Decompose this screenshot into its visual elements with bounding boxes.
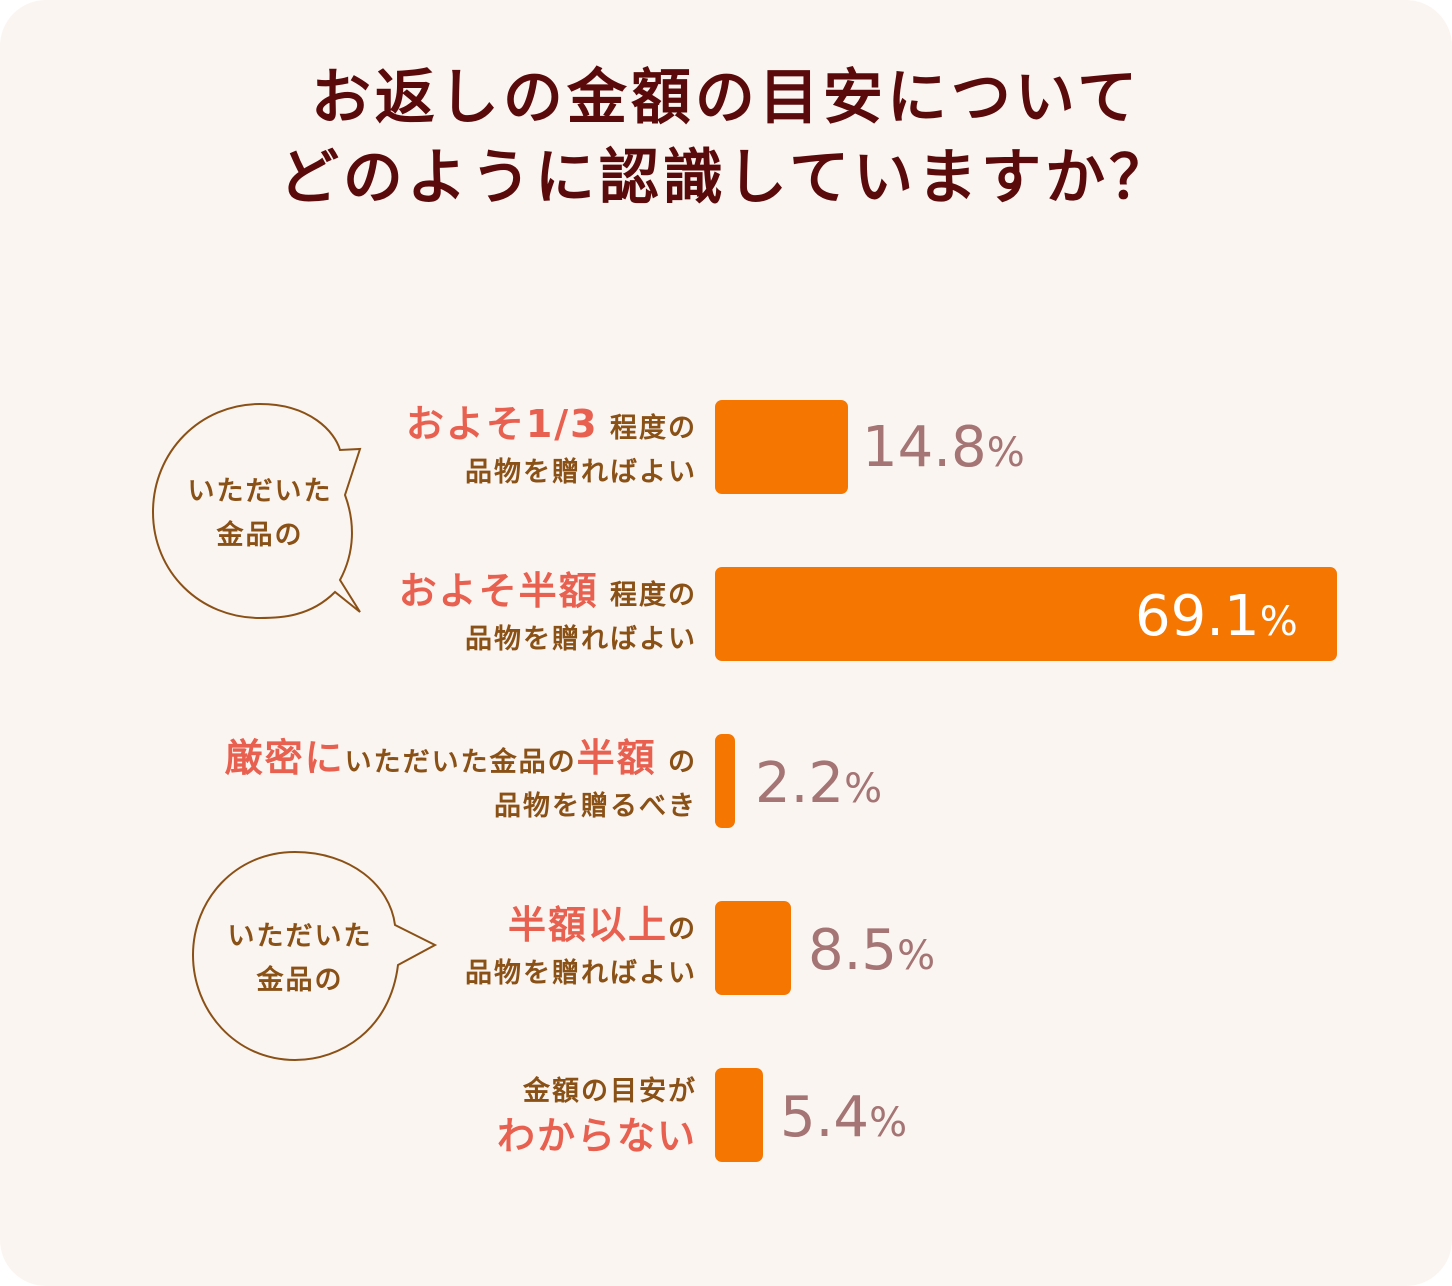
bar-2 [715,567,1337,661]
speech-bubble-1 [151,402,362,620]
chart-title: お返しの金額の目安について どのように認識していますか？ [0,58,1452,218]
bubble-2-text: いただいた 金品の [227,921,373,996]
row-1-label: およそ1/3 程度の 品物を贈ればよい [405,402,697,488]
row-2-label: およそ半額 程度の 品物を贈ればよい [398,569,697,655]
row-2-value: 69.1% [1135,584,1298,649]
bar-1 [715,400,848,494]
row-1-value: 14.8% [862,415,1025,480]
row-5-value: 5.4% [780,1085,908,1150]
bubble-1-text: いただいた 金品の [187,476,333,551]
bar-5 [715,1068,763,1162]
row-4-label: 半額以上の 品物を贈ればよい [465,903,697,989]
row-5-label: 金額の目安が わからない [496,1076,697,1158]
row-3-label: 厳密にいただいた金品の半額 の 品物を贈るべき [224,736,697,822]
speech-bubble-2 [191,850,438,1062]
bar-3 [715,734,735,828]
title-line-2: どのように認識していますか？ [278,143,1174,213]
row-4-value: 8.5% [808,918,936,983]
title-line-1: お返しの金額の目安について [310,63,1142,133]
row-3-value: 2.2% [755,751,883,816]
bar-4 [715,901,791,995]
